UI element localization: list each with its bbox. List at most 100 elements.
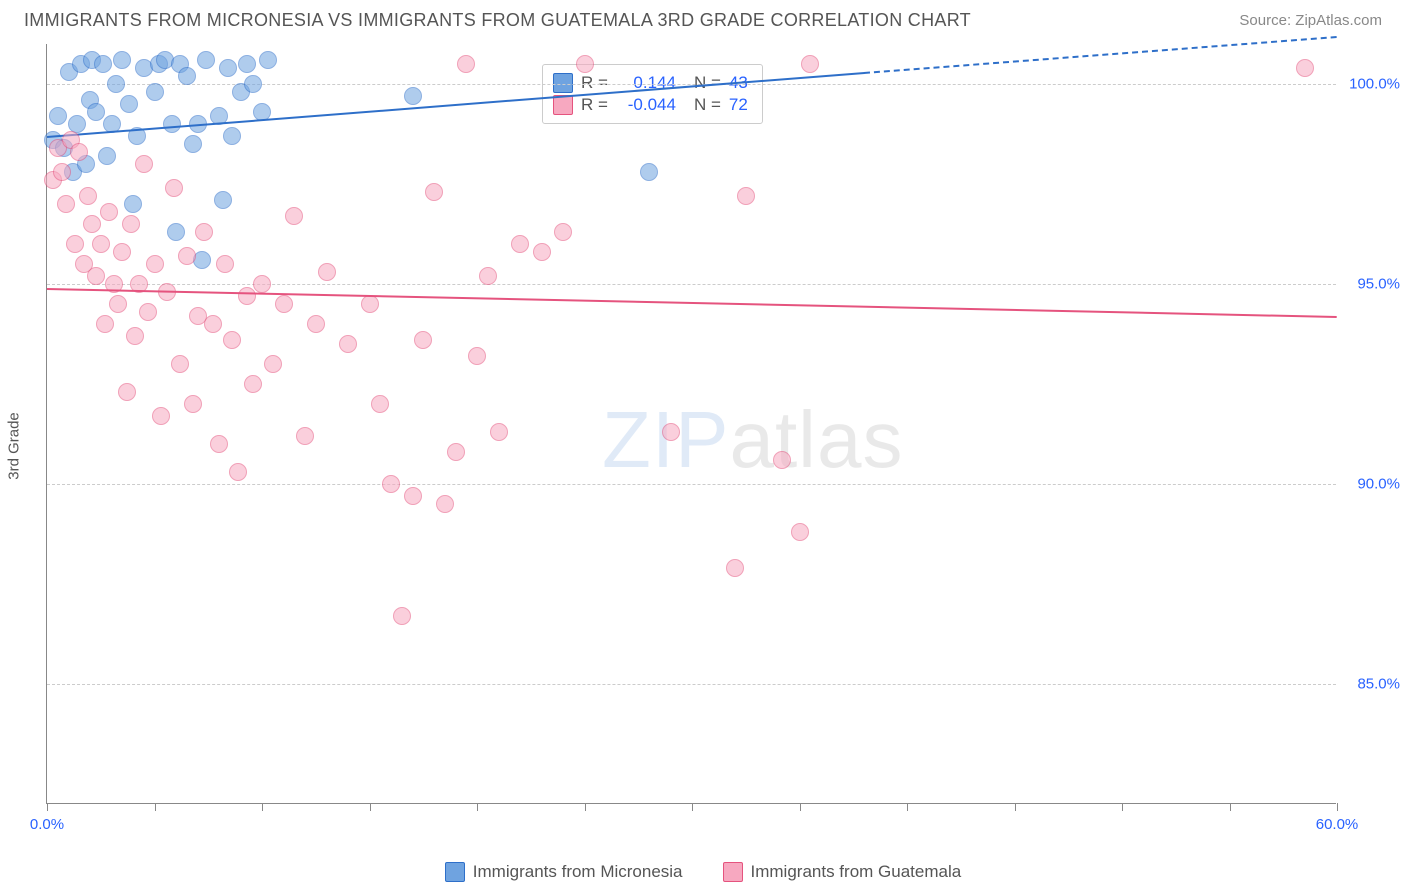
data-point — [83, 215, 101, 233]
x-tick — [800, 803, 801, 811]
data-point — [1296, 59, 1314, 77]
x-tick — [155, 803, 156, 811]
data-point — [165, 179, 183, 197]
data-point — [92, 235, 110, 253]
data-point — [468, 347, 486, 365]
data-point — [195, 223, 213, 241]
data-point — [135, 155, 153, 173]
gridline — [47, 484, 1336, 485]
data-point — [457, 55, 475, 73]
data-point — [307, 315, 325, 333]
data-point — [382, 475, 400, 493]
data-point — [139, 303, 157, 321]
series-legend: Immigrants from Micronesia Immigrants fro… — [0, 862, 1406, 882]
data-point — [96, 315, 114, 333]
data-point — [178, 247, 196, 265]
data-point — [404, 487, 422, 505]
data-point — [737, 187, 755, 205]
legend-row: R =-0.044N =72 — [553, 95, 748, 115]
data-point — [219, 59, 237, 77]
data-point — [490, 423, 508, 441]
legend-swatch — [553, 73, 573, 93]
gridline — [47, 684, 1336, 685]
n-label: N = — [694, 95, 721, 115]
data-point — [296, 427, 314, 445]
data-point — [371, 395, 389, 413]
data-point — [126, 327, 144, 345]
data-point — [94, 55, 112, 73]
gridline — [47, 284, 1336, 285]
data-point — [640, 163, 658, 181]
source-attribution: Source: ZipAtlas.com — [1239, 12, 1382, 29]
x-tick — [370, 803, 371, 811]
data-point — [214, 191, 232, 209]
data-point — [184, 395, 202, 413]
data-point — [773, 451, 791, 469]
data-point — [124, 195, 142, 213]
r-label: R = — [581, 73, 608, 93]
data-point — [113, 51, 131, 69]
data-point — [107, 75, 125, 93]
data-point — [216, 255, 234, 273]
data-point — [318, 263, 336, 281]
data-point — [285, 207, 303, 225]
y-tick-label: 100.0% — [1349, 76, 1400, 93]
data-point — [229, 463, 247, 481]
r-value: -0.044 — [616, 95, 676, 115]
data-point — [436, 495, 454, 513]
legend-swatch — [723, 862, 743, 882]
legend-swatch — [445, 862, 465, 882]
data-point — [146, 255, 164, 273]
data-point — [264, 355, 282, 373]
data-point — [726, 559, 744, 577]
data-point — [100, 203, 118, 221]
data-point — [49, 107, 67, 125]
legend-label: Immigrants from Micronesia — [473, 862, 683, 882]
data-point — [171, 355, 189, 373]
data-point — [253, 275, 271, 293]
data-point — [113, 243, 131, 261]
data-point — [53, 163, 71, 181]
data-point — [57, 195, 75, 213]
data-point — [479, 267, 497, 285]
data-point — [118, 383, 136, 401]
y-tick-label: 90.0% — [1357, 476, 1400, 493]
y-tick-label: 85.0% — [1357, 676, 1400, 693]
data-point — [87, 103, 105, 121]
x-tick — [1122, 803, 1123, 811]
data-point — [275, 295, 293, 313]
data-point — [146, 83, 164, 101]
data-point — [70, 143, 88, 161]
data-point — [167, 223, 185, 241]
x-tick — [1015, 803, 1016, 811]
data-point — [662, 423, 680, 441]
data-point — [79, 187, 97, 205]
data-point — [184, 135, 202, 153]
data-point — [404, 87, 422, 105]
data-point — [122, 215, 140, 233]
data-point — [425, 183, 443, 201]
x-tick-label: 60.0% — [1316, 816, 1359, 833]
data-point — [393, 607, 411, 625]
data-point — [178, 67, 196, 85]
y-tick-label: 95.0% — [1357, 276, 1400, 293]
trend-line — [864, 36, 1337, 74]
n-value: 72 — [729, 95, 748, 115]
x-tick — [47, 803, 48, 811]
data-point — [163, 115, 181, 133]
data-point — [238, 55, 256, 73]
watermark: ZIPatlas — [602, 394, 903, 486]
data-point — [361, 295, 379, 313]
data-point — [801, 55, 819, 73]
data-point — [66, 235, 84, 253]
legend-item: Immigrants from Guatemala — [723, 862, 962, 882]
data-point — [197, 51, 215, 69]
data-point — [87, 267, 105, 285]
x-tick — [477, 803, 478, 811]
legend-label: Immigrants from Guatemala — [751, 862, 962, 882]
x-tick — [262, 803, 263, 811]
x-tick — [1337, 803, 1338, 811]
data-point — [533, 243, 551, 261]
y-axis-label: 3rd Grade — [6, 412, 23, 480]
data-point — [576, 55, 594, 73]
